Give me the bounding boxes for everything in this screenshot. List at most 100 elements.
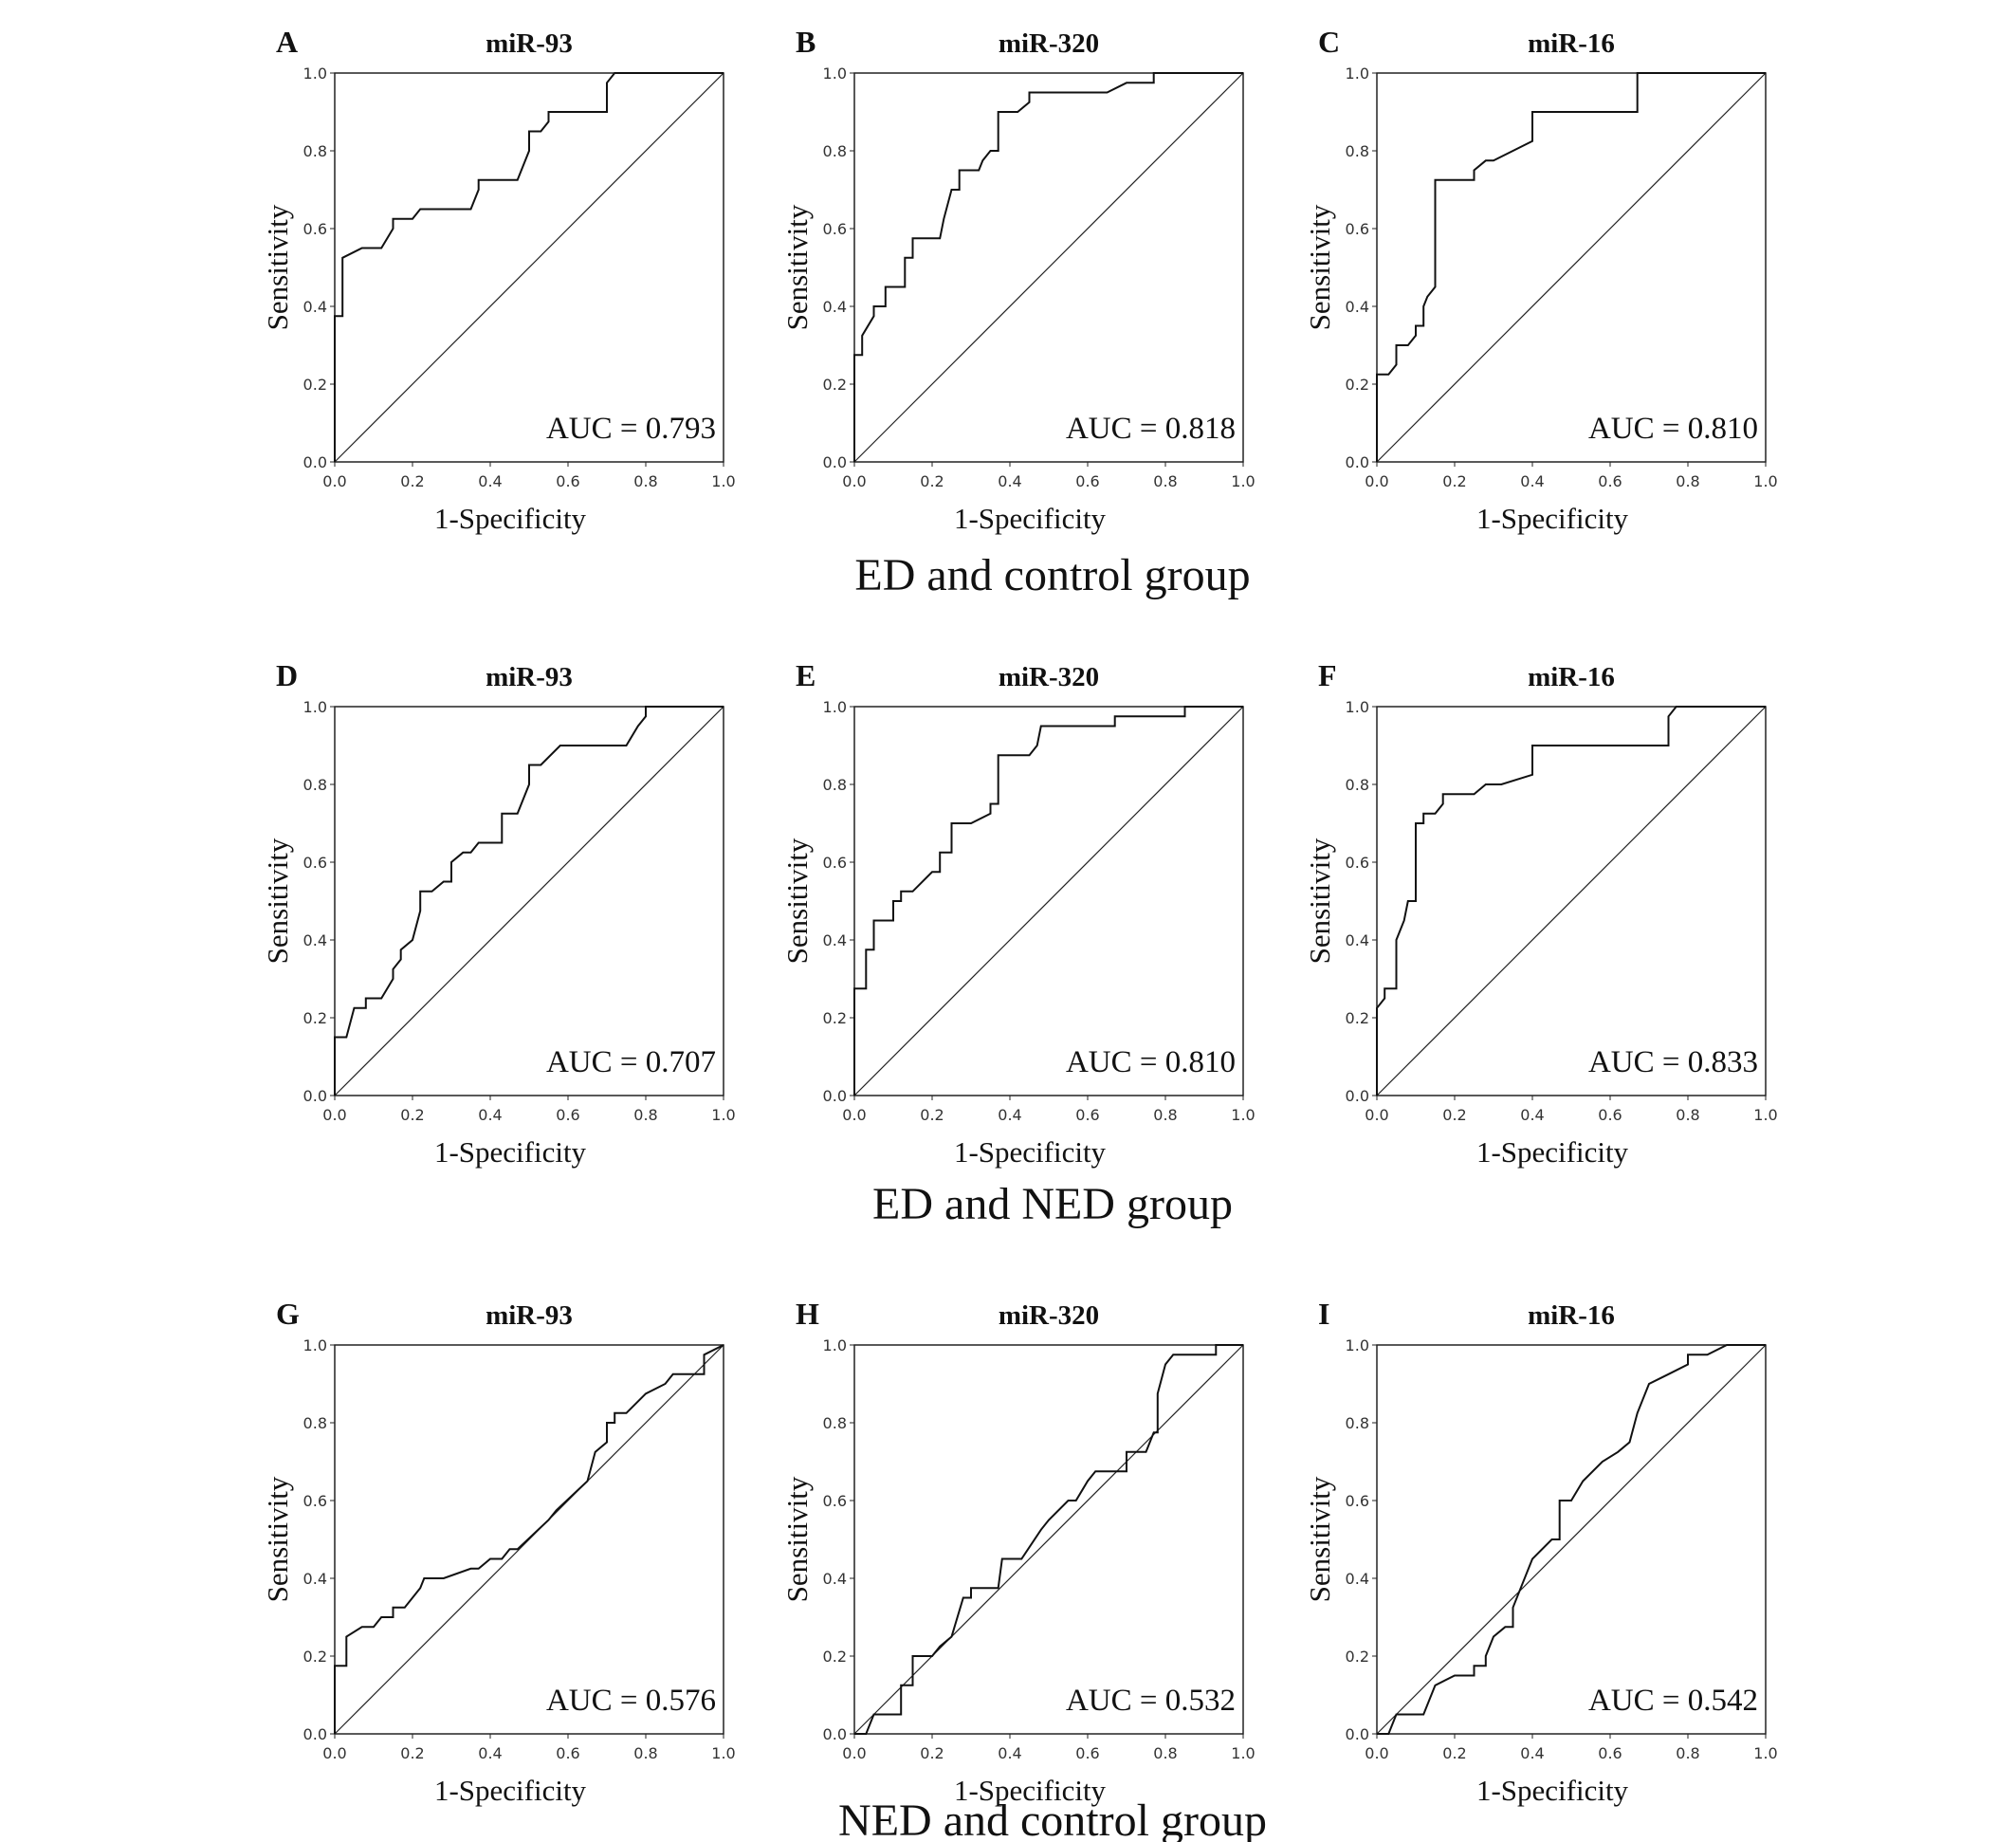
y-tick-label: 0.2: [1346, 1009, 1369, 1027]
x-tick-label: 0.6: [556, 472, 579, 490]
x-tick-label: 0.8: [1153, 472, 1177, 490]
auc-annotation: AUC = 0.793: [546, 412, 716, 446]
y-tick-label: 1.0: [823, 64, 847, 83]
y-tick-label: 0.8: [303, 776, 327, 794]
panel-title: miR-320: [999, 1300, 1099, 1331]
roc-curve-line: [854, 1344, 1243, 1735]
reference-diagonal-line: [334, 72, 724, 463]
y-tick-label: 0.0: [823, 453, 847, 471]
y-tick-label: 1.0: [303, 1336, 327, 1354]
x-tick-label: 0.2: [400, 1106, 424, 1124]
x-tick-label: 0.2: [920, 1106, 944, 1124]
roc-curve-line: [334, 72, 724, 462]
y-tick-label: 0.2: [823, 376, 847, 394]
panel-title: miR-16: [1528, 1300, 1615, 1331]
y-axis-label: Sensitivity: [780, 1476, 814, 1602]
x-tick-label: 0.2: [400, 1744, 424, 1762]
y-tick-label: 1.0: [1346, 64, 1369, 83]
x-tick-label: 0.4: [478, 472, 502, 490]
y-tick-label: 0.4: [303, 931, 327, 949]
panel-title: miR-16: [1528, 28, 1615, 59]
x-tick-label: 0.2: [920, 1744, 944, 1762]
y-tick-label: 0.8: [1346, 1414, 1369, 1432]
auc-annotation: AUC = 0.818: [1066, 412, 1236, 446]
panel-letter: C: [1318, 25, 1340, 59]
x-tick-label: 0.0: [322, 472, 346, 490]
x-tick-label: 0.2: [920, 472, 944, 490]
y-axis-label: Sensitivity: [1303, 1476, 1336, 1602]
reference-diagonal-line: [334, 706, 724, 1096]
y-tick-label: 0.0: [823, 1725, 847, 1743]
y-tick-label: 0.4: [1346, 298, 1369, 316]
x-tick-label: 0.2: [1442, 1744, 1466, 1762]
y-tick-label: 0.6: [1346, 1492, 1369, 1510]
y-tick-label: 0.8: [303, 142, 327, 160]
y-tick-label: 0.0: [1346, 1087, 1369, 1105]
roc-curve-line: [1377, 1344, 1766, 1735]
y-tick-label: 0.6: [1346, 220, 1369, 238]
plot-frame: [853, 706, 1244, 1096]
y-tick-label: 0.4: [303, 1570, 327, 1588]
plot-frame: [334, 1344, 724, 1735]
auc-annotation: AUC = 0.707: [546, 1045, 716, 1079]
x-tick-label: 1.0: [1753, 1106, 1777, 1124]
y-tick-label: 0.2: [823, 1648, 847, 1666]
x-tick-label: 1.0: [711, 1744, 735, 1762]
x-tick-label: 0.2: [1442, 1106, 1466, 1124]
x-axis-label: 1-Specificity: [434, 502, 587, 535]
y-axis-label: Sensitivity: [1303, 204, 1336, 330]
y-axis-label: Sensitivity: [261, 1476, 294, 1602]
x-tick-label: 0.0: [842, 472, 866, 490]
y-axis-label: Sensitivity: [1303, 838, 1336, 964]
y-tick-label: 0.8: [823, 1414, 847, 1432]
y-tick-label: 1.0: [1346, 1336, 1369, 1354]
x-axis-label: 1-Specificity: [1476, 1774, 1629, 1807]
x-axis-label: 1-Specificity: [434, 1774, 587, 1807]
x-tick-label: 0.8: [1676, 472, 1699, 490]
x-tick-label: 0.4: [998, 1744, 1021, 1762]
y-tick-label: 0.8: [823, 776, 847, 794]
y-tick-label: 0.4: [823, 298, 847, 316]
y-tick-label: 0.6: [823, 220, 847, 238]
plot-frame: [1376, 1344, 1767, 1735]
panel-letter: E: [796, 658, 816, 692]
x-axis-label: 1-Specificity: [1476, 502, 1629, 535]
auc-annotation: AUC = 0.532: [1066, 1684, 1236, 1718]
x-tick-label: 0.4: [1520, 472, 1544, 490]
auc-annotation: AUC = 0.542: [1588, 1684, 1758, 1718]
plot-frame: [1376, 706, 1767, 1096]
y-tick-label: 0.0: [1346, 453, 1369, 471]
y-tick-label: 0.8: [1346, 142, 1369, 160]
y-tick-label: 0.6: [303, 220, 327, 238]
x-tick-label: 0.2: [400, 472, 424, 490]
x-tick-label: 0.0: [842, 1106, 866, 1124]
plot-frame: [334, 706, 724, 1096]
x-tick-label: 1.0: [1231, 472, 1255, 490]
y-tick-label: 0.6: [1346, 854, 1369, 872]
y-tick-label: 0.0: [823, 1087, 847, 1105]
panel-title: miR-93: [486, 1300, 573, 1331]
x-tick-label: 0.8: [633, 472, 657, 490]
x-axis-label: 1-Specificity: [954, 502, 1107, 535]
x-tick-label: 0.0: [1365, 1106, 1388, 1124]
y-tick-label: 0.2: [1346, 376, 1369, 394]
x-axis-label: 1-Specificity: [954, 1774, 1107, 1807]
auc-annotation: AUC = 0.810: [1588, 412, 1758, 446]
x-tick-label: 1.0: [1231, 1106, 1255, 1124]
panel-letter: I: [1318, 1297, 1329, 1331]
roc-curve-line: [1376, 72, 1766, 462]
panel-title: miR-320: [999, 662, 1099, 692]
y-axis-label: Sensitivity: [261, 838, 294, 964]
auc-annotation: AUC = 0.833: [1588, 1045, 1758, 1079]
x-tick-label: 0.4: [478, 1744, 502, 1762]
x-tick-label: 0.8: [1153, 1106, 1177, 1124]
plot-frame: [853, 72, 1244, 463]
panel-title: miR-93: [486, 28, 573, 59]
y-tick-label: 0.0: [303, 1725, 327, 1743]
y-tick-label: 0.2: [1346, 1648, 1369, 1666]
